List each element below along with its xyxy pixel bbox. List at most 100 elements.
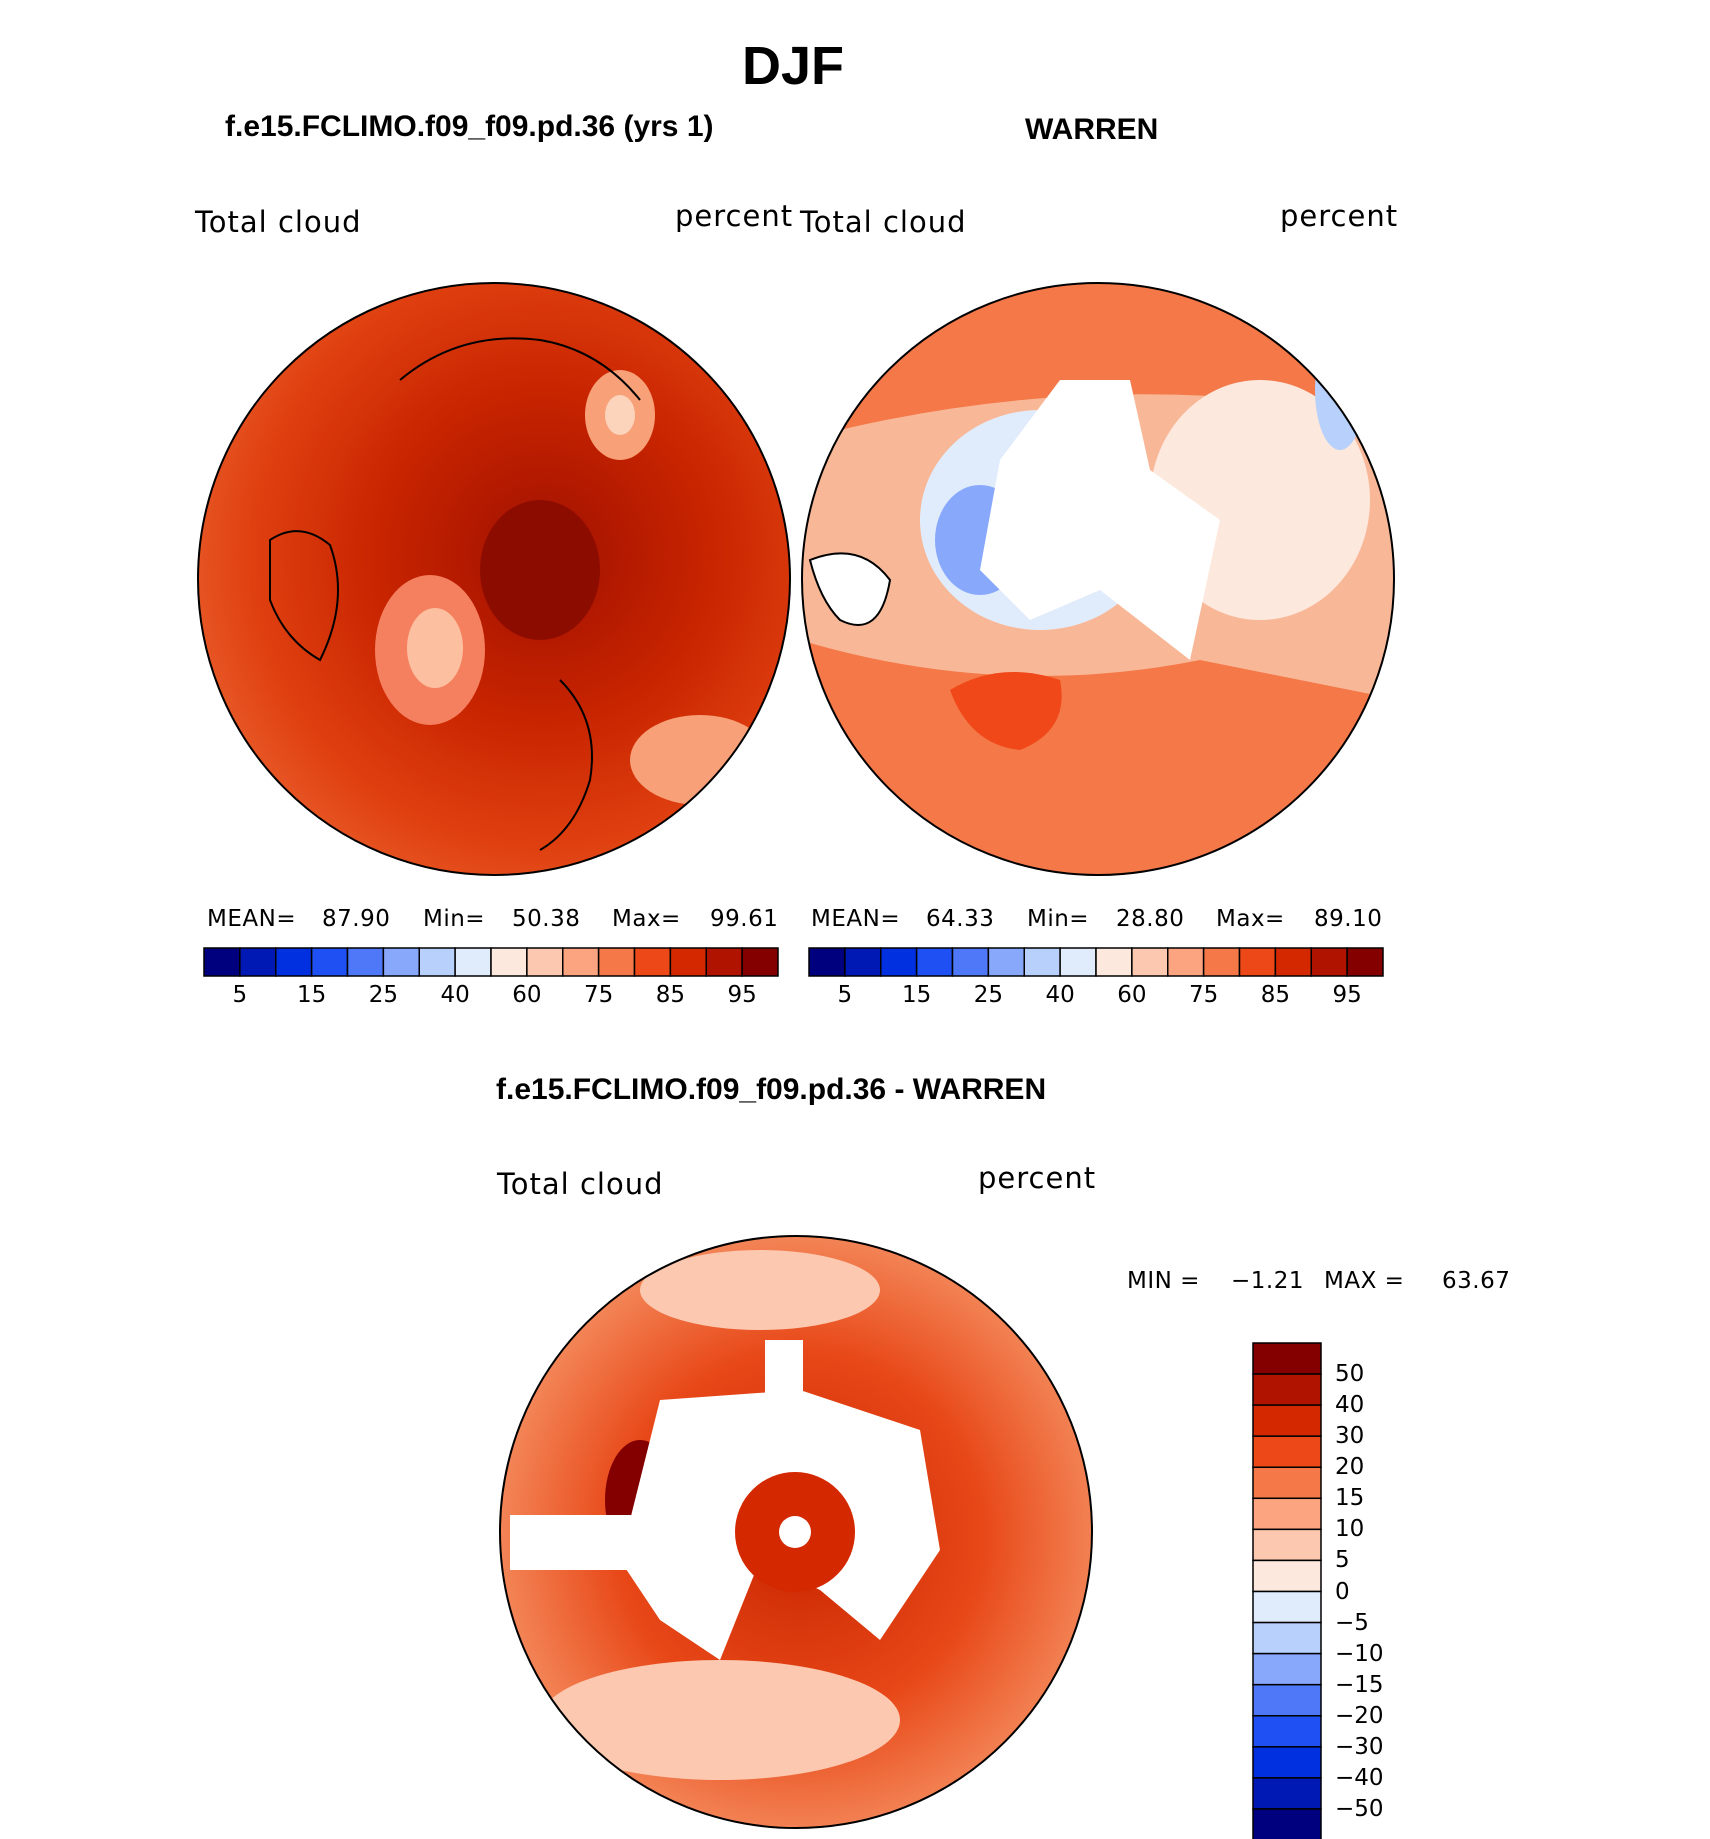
colorbar-tick-label-model: 15 [296,982,327,1008]
colorbar-model [203,947,779,977]
stat-min-value-model: 50.38 [512,906,581,932]
stat-mean-label-obs: MEAN= [811,906,901,932]
colorbar-tick-label-obs: 25 [973,982,1004,1008]
colorbar-swatch [915,947,954,977]
colorbar-swatch [1252,1342,1322,1375]
diff-panel-title: f.e15.FCLIMO.f09_f09.pd.36 - WARREN [496,1073,1047,1106]
colorbar-tick-label-obs: 5 [837,982,853,1008]
colorbar-swatch [951,947,990,977]
colorbar-tick-label-model: 95 [727,982,757,1008]
colorbar-tick-label-obs: 15 [901,982,932,1008]
colorbar-tick-label-diff: −40 [1335,1764,1384,1791]
colorbar-swatch [1131,947,1169,977]
colorbar-swatch [987,947,1025,977]
stat-mean-label-model: MEAN= [207,906,297,932]
stat-mean-value-model: 87.90 [322,906,391,932]
colorbar-swatch [1202,947,1241,977]
colorbar-swatch [1252,1559,1322,1593]
colorbar-swatch [1252,1590,1322,1624]
stat-min-label-model: Min= [423,906,486,932]
stat-mean-value-obs: 64.33 [926,906,995,932]
colorbar-tick-label-diff: 15 [1335,1485,1365,1512]
diff-max-value: 63.67 [1442,1268,1511,1294]
colorbar-swatch [346,947,385,977]
stat-max-value-obs: 89.10 [1314,906,1383,932]
colorbar-swatch [1252,1652,1322,1686]
stat-min-value-obs: 28.80 [1116,906,1185,932]
colorbar-swatch [1252,1404,1322,1437]
colorbar-swatch [741,947,779,977]
colorbar-tick-label-diff: 10 [1335,1516,1365,1543]
colorbar-swatch [1167,947,1205,977]
colorbar-swatch [562,947,600,977]
colorbar-swatch [1310,947,1348,977]
map-panel-obs [801,282,1395,876]
colorbar-swatch [382,947,420,977]
colorbar-tick-label-diff: −50 [1335,1795,1384,1822]
colorbar-swatch [844,947,882,977]
colorbar-tick-label-obs: 95 [1332,982,1362,1008]
colorbar-tick-label-obs: 85 [1260,982,1291,1008]
units-label-obs: percent [1280,199,1399,233]
stat-max-value-model: 99.61 [710,906,779,932]
colorbar-tick-label-diff: 50 [1335,1361,1365,1388]
colorbar-swatch [1252,1466,1322,1500]
variable-label-model: Total cloud [195,205,362,239]
colorbar-swatch [1252,1435,1322,1468]
colorbar-swatch [705,947,743,977]
colorbar-swatch [1252,1808,1322,1839]
colorbar-tick-label-diff: 5 [1335,1547,1350,1574]
colorbar-tick-label-model: 85 [655,982,686,1008]
map-panel-diff [499,1235,1093,1829]
colorbar-swatch [1252,1621,1322,1655]
map-panel-model [197,282,791,876]
colorbar-swatch [454,947,492,977]
colorbar-swatch [1252,1497,1322,1531]
stat-min-label-obs: Min= [1027,906,1090,932]
panel-title-model: f.e15.FCLIMO.f09_f09.pd.36 (yrs 1) [225,110,714,143]
diff-min-value: −1.21 [1231,1268,1304,1294]
colorbar-swatch [203,947,241,977]
colorbar-tick-label-model: 75 [583,982,614,1008]
figure-title: DJF [742,36,845,96]
colorbar-tick-label-model: 5 [232,982,248,1008]
colorbar-tick-label-model: 25 [368,982,399,1008]
colorbar-swatch [526,947,564,977]
colorbar-swatch [597,947,636,977]
colorbar-tick-label-obs: 40 [1045,982,1075,1008]
panel-title-obs: WARREN [1025,113,1159,146]
stat-max-label-obs: Max= [1216,906,1285,932]
colorbar-tick-label-obs: 75 [1188,982,1219,1008]
colorbar-swatch [310,947,349,977]
units-label-model: percent [675,199,794,233]
colorbar-diff [1252,1342,1322,1839]
colorbar-tick-label-diff: 20 [1335,1454,1365,1481]
colorbar-tick-label-obs: 60 [1117,982,1147,1008]
units-label-diff: percent [978,1161,1097,1195]
colorbar-swatch [1252,1683,1322,1717]
colorbar-swatch [1095,947,1133,977]
colorbar-swatch [1252,1373,1322,1406]
colorbar-tick-label-diff: 40 [1335,1392,1365,1419]
colorbar-swatch [1252,1528,1322,1562]
colorbar-swatch [1059,947,1097,977]
colorbar-swatch [669,947,707,977]
diff-min-label: MIN = [1127,1268,1200,1294]
colorbar-swatch [490,947,528,977]
colorbar-tick-label-model: 60 [512,982,542,1008]
colorbar-tick-label-diff: −30 [1335,1733,1384,1760]
colorbar-swatch [418,947,456,977]
colorbar-obs [808,947,1384,977]
colorbar-swatch [1252,1777,1322,1810]
colorbar-swatch [1252,1746,1322,1779]
stat-max-label-model: Max= [612,906,681,932]
colorbar-tick-label-diff: −5 [1335,1609,1369,1636]
colorbar-swatch [239,947,277,977]
colorbar-swatch [808,947,846,977]
variable-label-diff: Total cloud [497,1167,664,1201]
colorbar-swatch [880,947,918,977]
colorbar-tick-label-diff: −10 [1335,1640,1384,1667]
colorbar-tick-label-model: 40 [440,982,470,1008]
colorbar-tick-label-diff: −20 [1335,1702,1384,1729]
